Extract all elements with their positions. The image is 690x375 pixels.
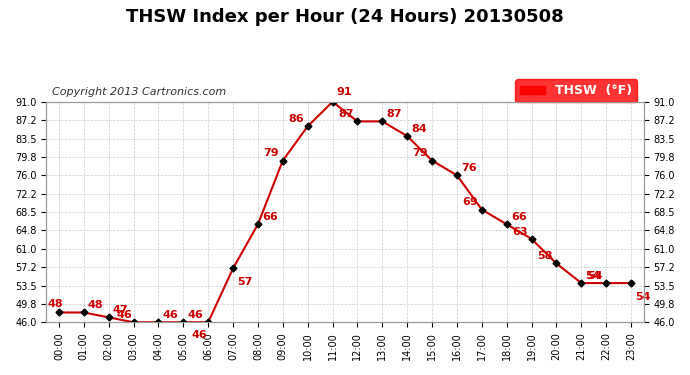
Text: 84: 84 bbox=[411, 124, 427, 134]
Text: 46: 46 bbox=[117, 310, 132, 320]
Text: 91: 91 bbox=[337, 87, 353, 97]
Text: 46: 46 bbox=[188, 310, 204, 320]
Text: Copyright 2013 Cartronics.com: Copyright 2013 Cartronics.com bbox=[52, 87, 227, 98]
Text: 69: 69 bbox=[462, 197, 478, 207]
Text: THSW Index per Hour (24 Hours) 20130508: THSW Index per Hour (24 Hours) 20130508 bbox=[126, 8, 564, 26]
Text: 54: 54 bbox=[635, 292, 651, 302]
Text: 87: 87 bbox=[386, 109, 402, 119]
Text: 66: 66 bbox=[511, 212, 526, 222]
Text: 48: 48 bbox=[88, 300, 103, 310]
Text: 47: 47 bbox=[113, 305, 128, 315]
Text: 48: 48 bbox=[48, 299, 63, 309]
Text: 46: 46 bbox=[192, 330, 207, 339]
Text: 76: 76 bbox=[461, 163, 477, 173]
Text: 57: 57 bbox=[237, 277, 253, 287]
Text: 46: 46 bbox=[163, 310, 178, 320]
Text: 54: 54 bbox=[586, 271, 602, 281]
Text: 58: 58 bbox=[537, 251, 553, 261]
Legend: THSW  (°F): THSW (°F) bbox=[515, 80, 638, 102]
Text: 54: 54 bbox=[586, 271, 601, 281]
Text: 66: 66 bbox=[262, 212, 278, 222]
Text: 79: 79 bbox=[413, 148, 428, 158]
Text: 63: 63 bbox=[512, 227, 528, 237]
Text: 79: 79 bbox=[264, 148, 279, 158]
Text: 86: 86 bbox=[288, 114, 304, 124]
Text: 87: 87 bbox=[338, 109, 353, 119]
